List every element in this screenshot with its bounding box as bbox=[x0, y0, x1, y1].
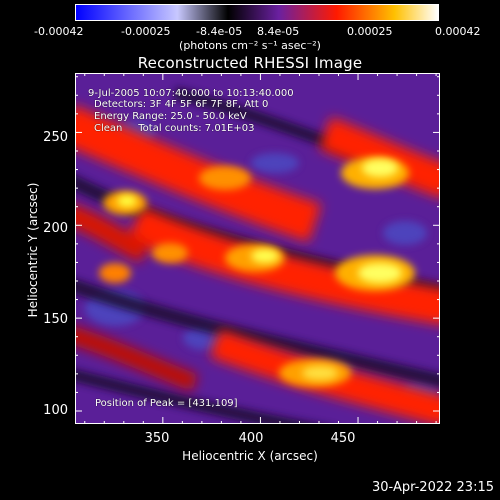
y-tick-label: 100 bbox=[43, 403, 68, 418]
colorbar bbox=[75, 4, 439, 21]
rhessi-image-canvas bbox=[75, 73, 440, 424]
colorbar-units: (photons cm⁻² s⁻¹ asec⁻²) bbox=[179, 39, 321, 52]
colorbar-tick-label: 8.4e-05 bbox=[257, 25, 300, 38]
peak-position-text: Position of Peak = [431,109] bbox=[95, 398, 238, 409]
colorbar-tick-label: -0.00025 bbox=[121, 25, 171, 38]
rhessi-image-plot bbox=[75, 73, 440, 424]
x-tick-label: 450 bbox=[330, 431, 356, 446]
y-tick-label: 200 bbox=[43, 221, 68, 236]
image-hot-cores bbox=[117, 159, 402, 380]
colorbar-tick-label: 0.00042 bbox=[435, 25, 481, 38]
x-tick-label: 350 bbox=[144, 431, 170, 446]
colorbar-tick-label: -0.00042 bbox=[34, 25, 84, 38]
x-axis-label: Heliocentric X (arcsec) bbox=[182, 449, 318, 463]
y-tick-label: 150 bbox=[43, 312, 68, 327]
time-range-text: 9-Jul-2005 10:07:40.000 to 10:13:40.000 bbox=[88, 88, 294, 99]
timestamp: 30-Apr-2022 23:15 bbox=[372, 480, 494, 495]
detectors-text: Detectors: 3F 4F 5F 6F 7F 8F, Att 0 bbox=[94, 99, 269, 110]
energy-range-text: Energy Range: 25.0 - 50.0 keV bbox=[94, 111, 247, 122]
image-title: Reconstructed RHESSI Image bbox=[137, 54, 363, 72]
y-axis-label: Heliocentric Y (arcsec) bbox=[26, 182, 40, 318]
colorbar-tick-label: -8.4e-05 bbox=[196, 25, 243, 38]
x-tick-label: 400 bbox=[238, 431, 264, 446]
y-tick-label: 250 bbox=[43, 130, 68, 145]
colorbar-gradient bbox=[76, 5, 438, 20]
plot-frame bbox=[75, 73, 440, 424]
clean-total-counts-text: Clean Total counts: 7.01E+03 bbox=[94, 123, 255, 134]
colorbar-tick-label: 0.00025 bbox=[347, 25, 393, 38]
